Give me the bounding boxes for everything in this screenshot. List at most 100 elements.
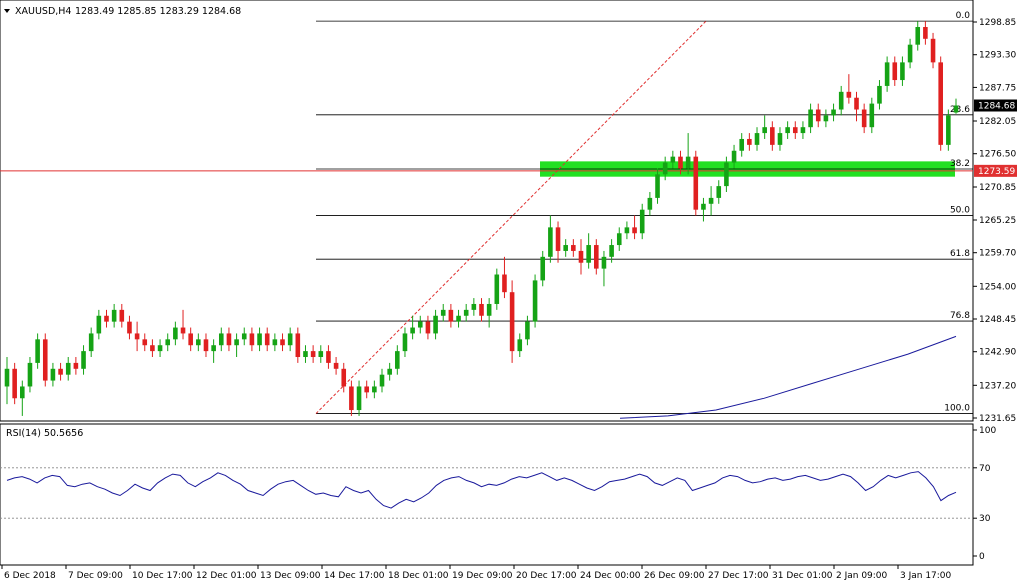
candle-body — [770, 127, 775, 145]
candle-body — [808, 109, 813, 128]
candle-body — [318, 351, 324, 358]
candle-body — [708, 197, 714, 204]
candle-body — [571, 245, 576, 251]
candle-body — [157, 345, 163, 352]
candle-body — [831, 109, 836, 116]
candle-body — [800, 127, 806, 134]
x-tick-label: 3 Jan 17:00 — [900, 571, 952, 581]
candle-body — [257, 333, 262, 346]
x-tick-label: 13 Dec 09:00 — [260, 571, 321, 581]
fib-level-label: 50.0 — [950, 206, 970, 216]
candle-body — [310, 351, 316, 358]
candle-body — [127, 321, 132, 334]
candle-body — [877, 85, 882, 104]
candle-body — [35, 339, 40, 363]
fib-level-label: 61.8 — [950, 249, 970, 259]
candle-body — [180, 327, 186, 334]
candle-body — [333, 362, 339, 369]
candle-body — [915, 27, 921, 45]
candle-body — [264, 333, 270, 346]
y-tick-label: 1231.65 — [979, 414, 1016, 424]
y-tick-label: 1265.25 — [979, 216, 1016, 226]
candle-body — [792, 127, 798, 134]
candle-body — [410, 327, 415, 334]
candle-body — [448, 309, 454, 322]
candle-body — [716, 186, 722, 198]
price-panel — [0, 0, 974, 422]
candle-body — [685, 156, 691, 169]
candle-body — [104, 315, 109, 322]
dropdown-triangle-icon[interactable] — [4, 9, 10, 13]
candle-body — [586, 245, 591, 263]
candle-body — [81, 351, 86, 369]
candle-body — [532, 280, 538, 322]
candle-body — [578, 250, 584, 263]
candle-body — [701, 203, 706, 210]
candle-body — [946, 115, 951, 145]
candle-body — [4, 368, 10, 387]
candle-body — [609, 245, 614, 257]
candle-body — [27, 362, 33, 387]
candle-body — [73, 362, 79, 369]
symbol-label: XAUUSD,H4 — [15, 6, 71, 17]
candle-body — [234, 339, 239, 346]
y-tick-label: 1237.20 — [979, 381, 1016, 391]
candle-body — [754, 133, 760, 145]
candle-body — [173, 327, 178, 340]
x-tick-label: 6 Dec 2018 — [4, 571, 56, 581]
candle-body — [517, 339, 523, 352]
candle-body — [838, 91, 844, 110]
fib-level-label: 23.6 — [950, 105, 970, 115]
candle-body — [601, 256, 607, 269]
candle-body — [134, 333, 140, 340]
candle-body — [693, 156, 699, 210]
candle-body — [203, 339, 209, 352]
x-tick-label: 31 Dec 01:00 — [772, 571, 833, 581]
x-tick-label: 27 Dec 17:00 — [708, 571, 769, 581]
fib-level-label: 38.2 — [950, 159, 970, 169]
candle-body — [287, 333, 293, 346]
x-tick-label: 14 Dec 17:00 — [324, 571, 385, 581]
candle-body — [349, 386, 354, 411]
candle-body — [815, 109, 821, 122]
candle-body — [923, 27, 928, 39]
candle-body — [540, 256, 546, 281]
candle-body — [440, 309, 446, 316]
candle-body — [272, 339, 278, 346]
y-tick-label: 1293.30 — [979, 51, 1016, 61]
candle-body — [938, 62, 943, 145]
candle-body — [555, 227, 561, 251]
candle-body — [211, 345, 216, 352]
candle-body — [884, 62, 890, 86]
candle-body — [12, 368, 17, 399]
candle-body — [356, 386, 362, 411]
candle-body — [494, 274, 500, 304]
candle-body — [379, 374, 385, 387]
candle-body — [594, 245, 599, 269]
candle-body — [861, 109, 867, 128]
candle-body — [563, 245, 568, 251]
candle-body — [525, 321, 530, 340]
y-tick-label: 1248.45 — [979, 315, 1016, 325]
candle-body — [417, 321, 423, 328]
candle-body — [395, 351, 400, 369]
x-tick-label: 20 Dec 17:00 — [516, 571, 577, 581]
rsi-tick-label: 70 — [979, 464, 991, 474]
x-tick-label: 2 Jan 09:00 — [836, 571, 888, 581]
y-tick-label: 1270.85 — [979, 183, 1016, 193]
candle-body — [678, 156, 683, 169]
current-price-label: 1284.68 — [978, 102, 1015, 112]
candle-body — [785, 127, 790, 134]
candle-body — [341, 368, 347, 387]
candle-body — [747, 138, 752, 145]
candle-body — [119, 309, 125, 322]
candle-body — [433, 315, 438, 334]
candle-body — [326, 351, 331, 363]
candle-body — [111, 309, 117, 322]
candle-body — [823, 115, 829, 122]
candle-body — [647, 197, 653, 210]
candle-body — [372, 386, 377, 393]
candle-body — [65, 362, 71, 375]
candle-body — [471, 303, 477, 310]
